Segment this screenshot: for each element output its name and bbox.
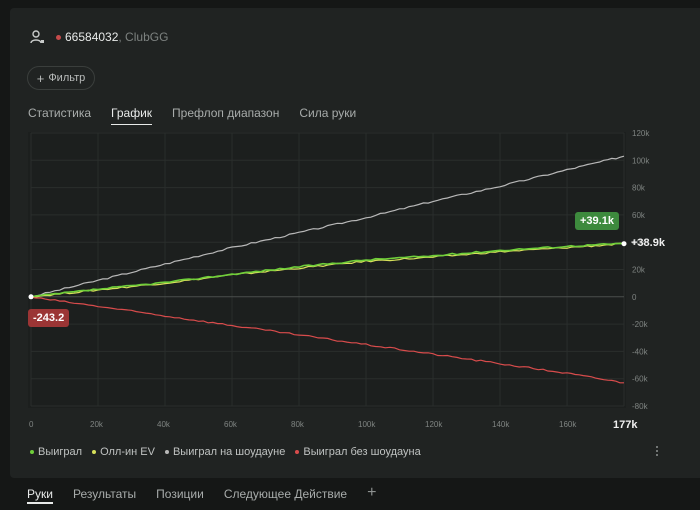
tab-hands[interactable]: Руки (27, 478, 53, 504)
legend-label: Выиграл (38, 446, 83, 458)
y-tick-label: 100k (632, 156, 650, 165)
x-tick-label: 60k (224, 420, 238, 429)
x-tick-label: 177k (613, 419, 638, 431)
start-point-marker (28, 294, 34, 300)
x-tick-label: 120k (425, 420, 443, 429)
series-line (30, 242, 625, 298)
club-name: , ClubGG (118, 30, 169, 44)
legend-label: Выиграл без шоудауна (303, 446, 421, 458)
y-tick-label: 120k (632, 129, 650, 138)
start-value-badge-red: -243.2 (28, 309, 70, 327)
y-tick-label: 80k (632, 184, 646, 193)
end-value-label: +38.9k (631, 237, 665, 249)
x-tick-label: 160k (559, 420, 577, 429)
series-line (30, 296, 624, 384)
series-line (30, 155, 625, 298)
filter-label: Фильтр (48, 72, 86, 84)
chart-legend: Выиграл Олл-ин EV Выиграл на шоудауне Вы… (30, 446, 431, 458)
y-tick-label: 60k (632, 211, 646, 220)
y-tick-label: -20k (632, 320, 649, 329)
stats-tabs: Статистика График Префлоп диапазон Сила … (28, 106, 376, 125)
x-tick-label: 140k (492, 420, 510, 429)
filter-button[interactable]: + Фильтр (27, 66, 95, 90)
y-tick-label: -40k (632, 347, 649, 356)
legend-item-showdown[interactable]: Выиграл на шоудауне (164, 446, 286, 458)
x-tick-label: 40k (157, 420, 171, 429)
user-icon (30, 30, 44, 44)
legend-swatch (295, 450, 300, 454)
status-dot (56, 34, 61, 40)
y-tick-label: 0 (632, 293, 637, 302)
y-tick-label: 20k (632, 266, 646, 275)
x-tick-label: 80k (291, 420, 305, 429)
player-id: 66584032 (65, 30, 119, 44)
legend-item-won[interactable]: Выиграл (30, 446, 82, 458)
end-value-badge-green: +39.1k (575, 212, 619, 230)
add-tab-icon[interactable]: + (367, 484, 377, 501)
x-tick-label: 0 (29, 420, 34, 429)
more-options-icon[interactable] (655, 445, 659, 457)
legend-item-non-showdown[interactable]: Выиграл без шоудауна (295, 446, 421, 458)
bottom-tabs: Руки Результаты Позиции Следующее Действ… (0, 478, 700, 504)
end-point-marker (621, 241, 627, 247)
profit-chart: 120k 100k 80k 60k 40k 20k 0 -20k -40k -60k -80k 0 20… (28, 129, 650, 431)
tab-results[interactable]: Результаты (72, 487, 137, 501)
legend-swatch (92, 450, 97, 454)
plus-icon: + (36, 70, 45, 86)
x-tick-label: 20k (90, 420, 104, 429)
y-tick-label: -80k (632, 402, 649, 411)
tab-hand-strength[interactable]: Сила руки (299, 106, 357, 120)
tab-graph[interactable]: График (111, 106, 153, 125)
legend-label: Выиграл на шоудауне (172, 446, 286, 458)
player-header: 66584032 , ClubGG (30, 28, 168, 46)
tab-statistics[interactable]: Статистика (28, 106, 92, 120)
tab-preflop-range[interactable]: Префлоп диапазон (172, 106, 280, 120)
y-tick-label: 40k (632, 238, 646, 247)
tab-positions[interactable]: Позиции (156, 487, 204, 501)
tab-next-action[interactable]: Следующее Действие (223, 487, 348, 501)
y-tick-label: -60k (632, 375, 649, 384)
legend-swatch (30, 450, 34, 454)
legend-swatch (164, 450, 169, 454)
legend-item-allin-ev[interactable]: Олл-ин EV (92, 446, 155, 458)
legend-label: Олл-ин EV (100, 446, 155, 458)
series-line (30, 242, 625, 298)
x-tick-label: 100k (358, 420, 376, 429)
